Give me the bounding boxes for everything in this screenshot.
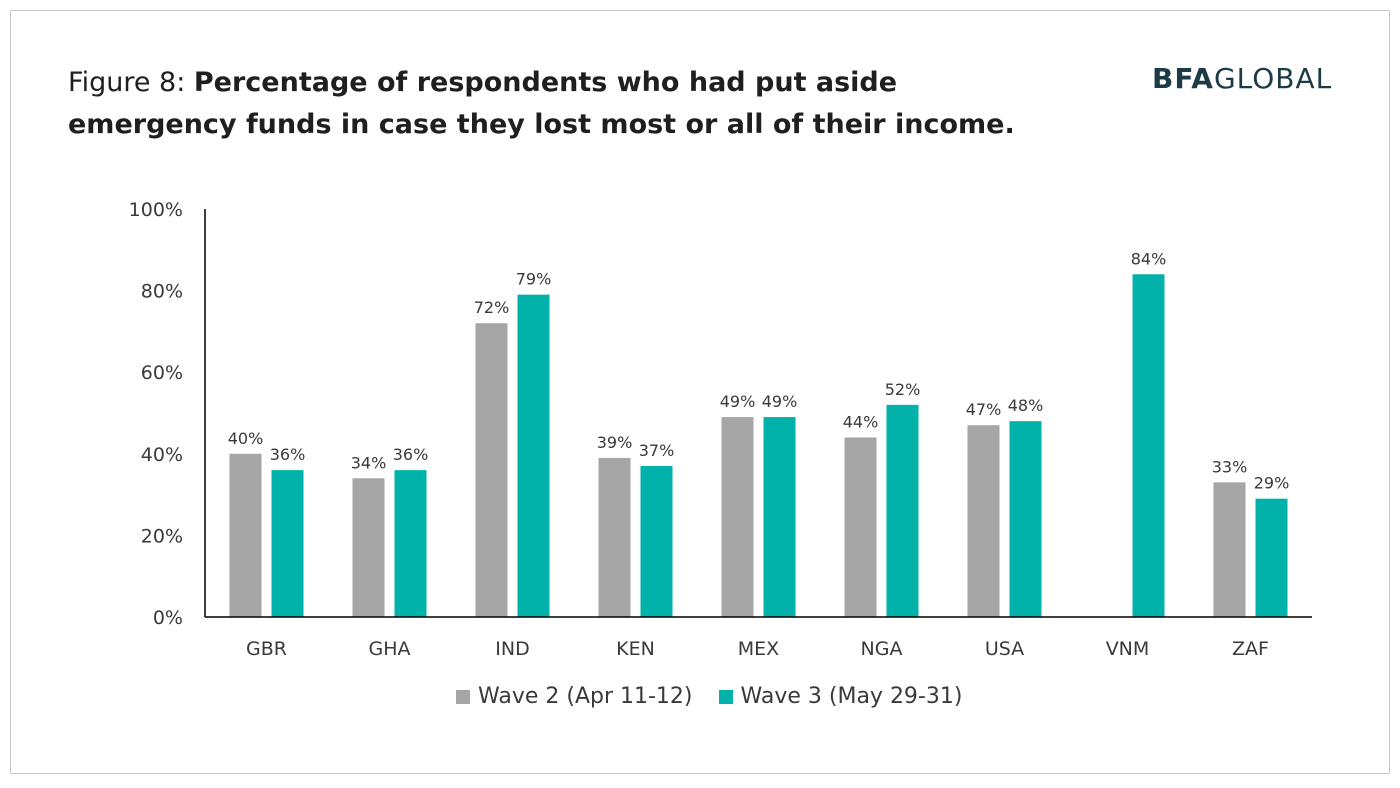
logo-part-2: GLOBAL (1213, 62, 1333, 95)
chart-title: Figure 8: Percentage of respondents who … (68, 62, 1048, 146)
bar-wave2-gha (352, 478, 385, 617)
y-tick-label: 60% (141, 362, 183, 384)
y-axis-ticks: 0% 20% 40% 60% 80% 100% (129, 199, 183, 629)
x-category-label-ind: IND (495, 638, 529, 660)
x-category-label-zaf: ZAF (1232, 638, 1269, 660)
bar-wave3-ind (517, 294, 550, 617)
bar-wave3-gbr (271, 470, 304, 617)
legend-item-wave3: Wave 3 (May 29-31) (718, 684, 963, 709)
data-label-wave3-gbr: 36% (270, 445, 306, 464)
data-label-wave3-nga: 52% (885, 380, 921, 399)
data-label-wave3-gha: 36% (393, 445, 429, 464)
y-tick-label: 80% (141, 281, 183, 303)
bar-wave3-gha (394, 470, 427, 617)
legend-label-wave2: Wave 2 (Apr 11-12) (478, 684, 693, 709)
category-labels-group: GBR GHA IND KEN MEX NGA USA VNM ZAF (246, 638, 1269, 660)
legend-swatch-wave2 (456, 689, 470, 704)
data-label-wave2-zaf: 33% (1212, 457, 1248, 476)
bars-group (229, 274, 1288, 617)
data-label-wave2-ken: 39% (597, 433, 633, 452)
bar-wave3-vnm (1132, 274, 1165, 617)
y-tick-label: 20% (141, 525, 183, 547)
bfa-global-logo: BFAGLOBAL (1152, 62, 1332, 95)
data-label-wave2-gbr: 40% (228, 429, 264, 448)
legend-item-wave2: Wave 2 (Apr 11-12) (456, 684, 693, 709)
x-category-label-nga: NGA (861, 638, 903, 660)
bar-wave3-zaf (1255, 498, 1288, 617)
x-category-label-usa: USA (985, 638, 1024, 660)
data-label-wave3-mex: 49% (762, 392, 798, 411)
y-tick-label: 40% (141, 444, 183, 466)
bar-wave3-mex (763, 417, 796, 617)
data-label-wave3-ken: 37% (639, 441, 675, 460)
logo-part-1: BFA (1152, 62, 1214, 95)
data-label-wave2-mex: 49% (720, 392, 756, 411)
bar-wave3-nga (886, 404, 919, 617)
data-label-wave3-ind: 79% (516, 270, 552, 289)
bar-wave3-ken (640, 466, 673, 617)
x-category-label-gha: GHA (368, 638, 410, 660)
bar-wave2-gbr (229, 453, 262, 617)
data-label-wave2-ind: 72% (474, 298, 510, 317)
bar-wave2-zaf (1213, 482, 1246, 617)
data-label-wave3-zaf: 29% (1254, 474, 1290, 493)
data-label-wave3-usa: 48% (1008, 396, 1044, 415)
y-tick-label: 100% (129, 199, 183, 221)
chart-frame (10, 10, 1390, 774)
bar-wave2-usa (967, 425, 1000, 617)
bar-wave2-nga (844, 437, 877, 617)
bar-wave3-usa (1009, 421, 1042, 617)
bar-wave2-ind (475, 323, 508, 617)
x-category-label-mex: MEX (738, 638, 779, 660)
data-label-wave2-nga: 44% (843, 412, 879, 431)
x-category-label-gbr: GBR (246, 638, 287, 660)
data-label-wave2-usa: 47% (966, 400, 1002, 419)
figure-prefix: Figure 8: (68, 67, 194, 98)
legend-swatch-wave3 (718, 689, 733, 704)
figure-title-text: Percentage of respondents who had put as… (68, 67, 1015, 140)
bar-wave2-mex (721, 417, 754, 617)
data-label-wave3-vnm: 84% (1131, 249, 1167, 268)
x-category-label-vnm: VNM (1106, 638, 1150, 660)
legend-label-wave3: Wave 3 (May 29-31) (740, 684, 963, 709)
data-labels-group: 40% 36% 34% 36% 72% 79% 39% 37% 49% 49% 44% 52% 47% 4… (228, 249, 1290, 492)
y-tick-label: 0% (153, 607, 183, 629)
data-label-wave2-gha: 34% (351, 453, 387, 472)
x-category-label-ken: KEN (616, 638, 655, 660)
legend: Wave 2 (Apr 11-12) Wave 3 (May 29-31) (456, 684, 988, 709)
bar-wave2-ken (598, 457, 631, 617)
